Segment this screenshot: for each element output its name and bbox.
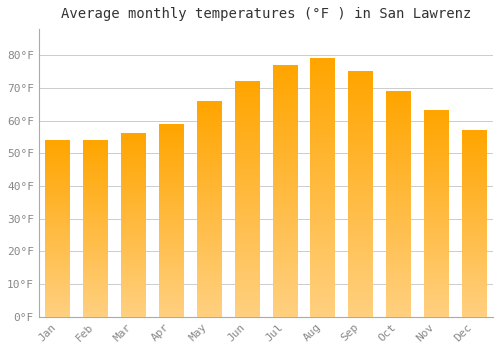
Title: Average monthly temperatures (°F ) in San Lawrenz: Average monthly temperatures (°F ) in Sa… (60, 7, 471, 21)
